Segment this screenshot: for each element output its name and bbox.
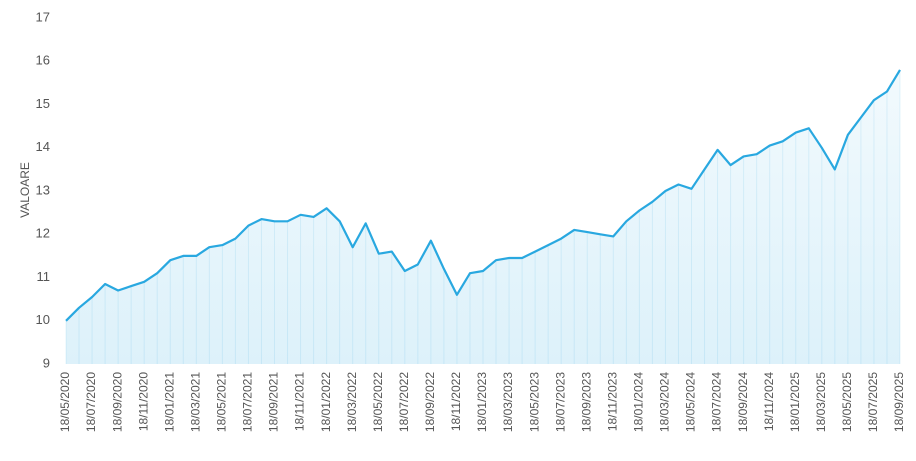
x-tick-label: 18/01/2022: [319, 372, 333, 432]
x-tick-label: 18/03/2022: [345, 372, 359, 432]
x-tick-label: 18/11/2020: [136, 372, 150, 431]
y-tick-label: 14: [36, 139, 50, 154]
area: [66, 69, 900, 365]
x-tick-label: 18/05/2025: [840, 372, 854, 432]
x-tick-label: 18/11/2024: [762, 372, 776, 431]
x-tick-label: 18/07/2021: [241, 372, 255, 432]
x-tick-label: 18/03/2024: [658, 372, 672, 432]
x-tick-label: 18/07/2023: [553, 372, 567, 432]
x-tick-label: 18/03/2023: [501, 372, 515, 432]
y-tick-label: 16: [36, 53, 50, 68]
x-tick-label: 18/01/2021: [162, 372, 176, 432]
x-tick-label: 18/01/2023: [475, 372, 489, 432]
x-tick-label: 18/03/2021: [188, 372, 202, 432]
x-tick-label: 18/01/2025: [788, 372, 802, 432]
x-tick-label: 18/05/2022: [371, 372, 385, 432]
y-axis-label: VALOARE: [18, 162, 32, 218]
y-tick-label: 11: [37, 269, 51, 284]
x-tick-label: 18/07/2025: [866, 372, 880, 432]
x-tick-label: 18/07/2022: [397, 372, 411, 432]
x-tick-label: 18/11/2022: [449, 372, 463, 431]
x-tick-label: 18/09/2020: [110, 372, 124, 432]
x-tick-label: 18/05/2020: [58, 372, 72, 432]
x-tick-label: 18/09/2025: [892, 372, 906, 432]
y-tick-label: 15: [36, 96, 50, 111]
x-tick-label: 18/03/2025: [814, 372, 828, 432]
x-tick-label: 18/05/2023: [527, 372, 541, 432]
x-tick-label: 18/09/2023: [579, 372, 593, 432]
y-tick-label: 12: [36, 226, 50, 241]
x-tick-label: 18/11/2021: [293, 372, 307, 431]
x-tick-label: 18/11/2023: [605, 372, 619, 431]
y-tick-label: 10: [36, 312, 50, 327]
x-tick-label: 18/09/2022: [423, 372, 437, 432]
x-tick-label: 18/05/2024: [684, 372, 698, 432]
y-tick-label: 9: [43, 355, 50, 370]
x-tick-label: 18/07/2024: [710, 372, 724, 432]
y-tick-label: 17: [36, 9, 50, 24]
x-tick-label: 18/01/2024: [632, 372, 646, 432]
y-tick-label: 13: [36, 182, 50, 197]
x-tick-label: 18/05/2021: [215, 372, 229, 432]
line: [65, 69, 901, 322]
x-tick-label: 18/09/2021: [267, 372, 281, 432]
x-tick-label: 18/07/2020: [84, 372, 98, 432]
x-tick-label: 18/09/2024: [736, 372, 750, 432]
